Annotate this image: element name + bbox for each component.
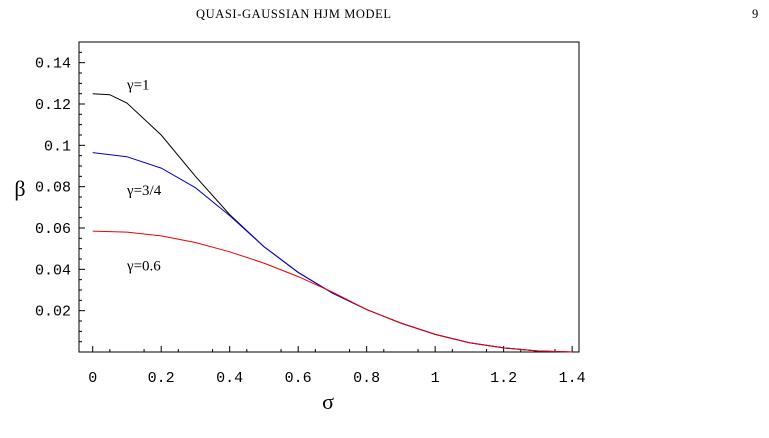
x-axis-label: σ xyxy=(322,389,334,414)
curve-annotation: γ=1 xyxy=(126,78,150,94)
series-line-2 xyxy=(92,230,573,353)
x-tick-label: 0.4 xyxy=(216,370,243,387)
x-tick-label: 1.4 xyxy=(559,370,586,387)
y-tick-label: 0.06 xyxy=(35,221,71,238)
x-tick-label: 1 xyxy=(431,370,440,387)
y-tick-label: 0.14 xyxy=(35,56,71,73)
y-tick-label: 0.04 xyxy=(35,262,71,279)
y-axis-ticks: 0.02 0.04 0.06 0.08 0.1 0.12 0.14 xyxy=(35,51,85,343)
series-line-1 xyxy=(92,152,573,353)
x-tick-label: 0.2 xyxy=(148,370,175,387)
x-tick-label: 1.2 xyxy=(490,370,517,387)
running-title: QUASI-GAUSSIAN HJM MODEL xyxy=(196,7,392,21)
x-tick-label: 0.6 xyxy=(285,370,312,387)
page-number: 9 xyxy=(752,7,759,21)
running-head: QUASI-GAUSSIAN HJM MODEL 9 xyxy=(0,7,769,29)
series-line-0 xyxy=(92,93,573,353)
annotation-layer: γ=1 γ=3/4 γ=0.6 xyxy=(126,78,162,275)
y-axis-label: β xyxy=(14,176,25,201)
y-tick-label: 0.08 xyxy=(35,180,71,197)
y-tick-label: 0.02 xyxy=(35,304,71,321)
curve-annotation: γ=0.6 xyxy=(126,258,161,274)
x-tick-label: 0.8 xyxy=(353,370,380,387)
y-tick-label: 0.1 xyxy=(44,138,71,155)
x-axis-ticks: 0 0.2 0.4 0.6 0.8 1 1.2 1.4 xyxy=(88,346,586,387)
y-tick-label: 0.12 xyxy=(35,97,71,114)
beta-sigma-chart: 0 0.2 0.4 0.6 0.8 1 1.2 1.4 0.02 0.04 0.06 0.08 0.1… xyxy=(14,41,586,414)
curve-annotation: γ=3/4 xyxy=(126,183,162,199)
series-layer xyxy=(92,93,573,353)
x-tick-label: 0 xyxy=(88,370,97,387)
